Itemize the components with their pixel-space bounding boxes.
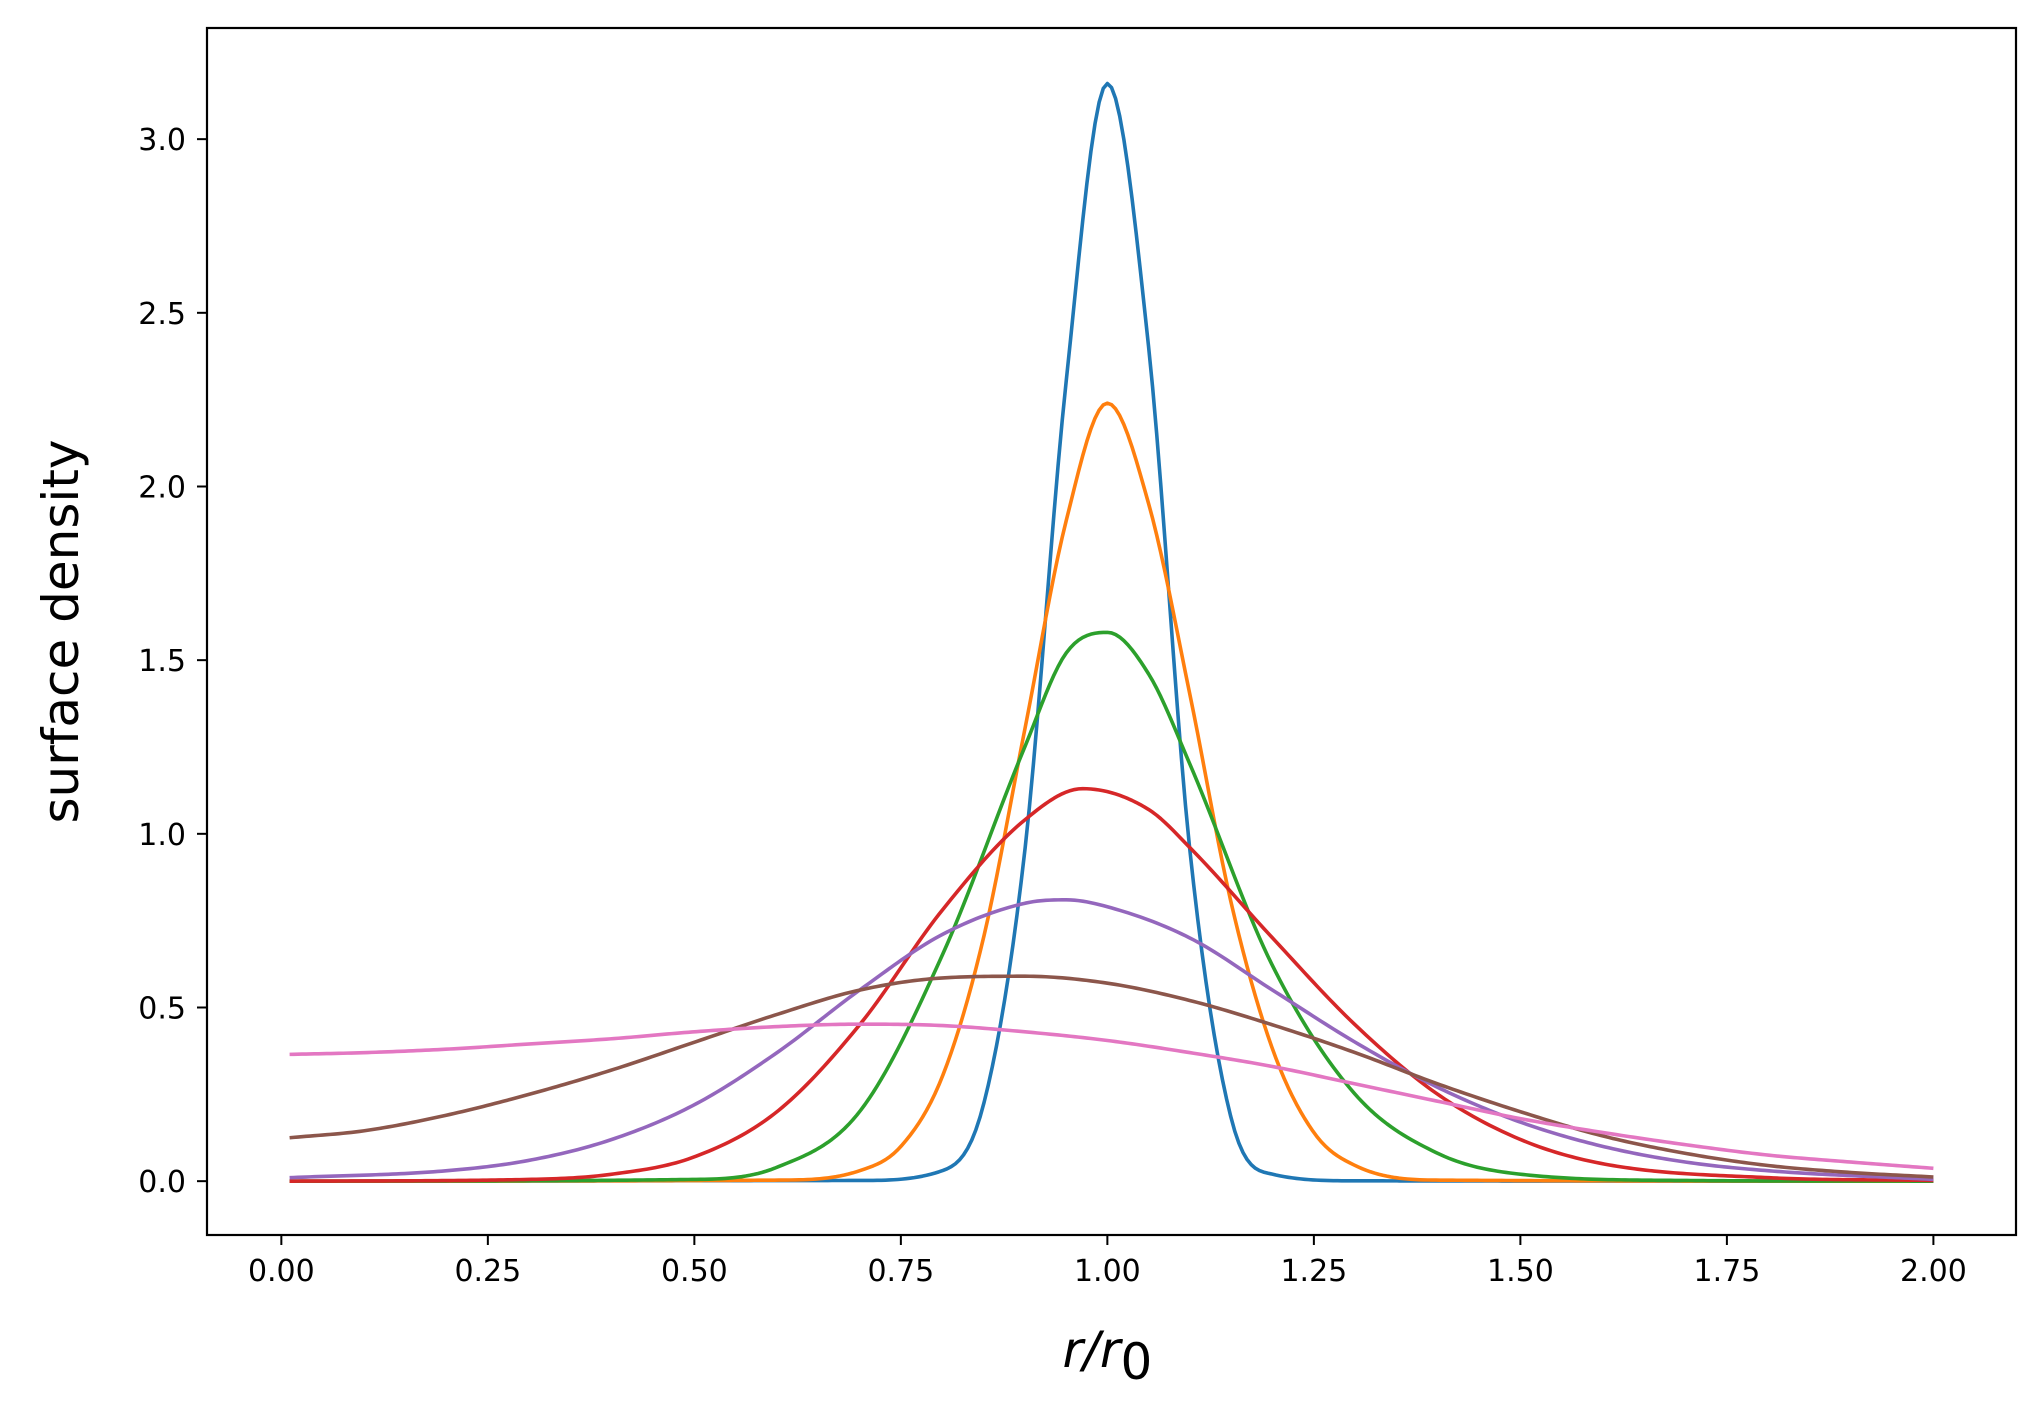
y-axis-title: surface density xyxy=(32,439,90,823)
x-axis-title-base: r/r xyxy=(1062,1321,1123,1379)
y-tick-label: 1.0 xyxy=(138,818,186,853)
x-tick-label: 0.50 xyxy=(661,1254,728,1289)
x-tick-label: 0.25 xyxy=(454,1254,521,1289)
y-axis-ticks: 0.0 0.5 1.0 1.5 2.0 2.5 3.0 xyxy=(138,123,207,1200)
series-line-6 xyxy=(289,974,1934,1179)
plot-frame xyxy=(205,26,2018,1237)
x-tick-label: 2.00 xyxy=(1900,1254,1967,1289)
x-tick-label: 0.00 xyxy=(248,1254,315,1289)
y-tick-label: 3.0 xyxy=(138,123,186,158)
y-tick-label: 0.0 xyxy=(138,1165,186,1200)
x-axis-title: r/r0 xyxy=(1062,1321,1152,1391)
y-tick-label: 2.5 xyxy=(138,297,186,332)
y-tick-label: 1.5 xyxy=(138,644,186,679)
x-tick-label: 1.25 xyxy=(1280,1254,1347,1289)
x-axis-title-subscript: 0 xyxy=(1120,1333,1152,1391)
y-tick-label: 0.5 xyxy=(138,991,186,1026)
x-axis-ticks: 0.00 0.25 0.50 0.75 1.00 1.25 1.50 1.75 2.00 xyxy=(248,1235,1967,1289)
x-tick-label: 0.75 xyxy=(867,1254,934,1289)
series-line-3 xyxy=(289,630,1934,1183)
x-tick-label: 1.75 xyxy=(1693,1254,1760,1289)
x-tick-label: 1.50 xyxy=(1487,1254,1554,1289)
series-line-4 xyxy=(289,786,1934,1183)
series-line-7 xyxy=(289,1022,1934,1171)
series-layer xyxy=(289,81,1934,1183)
y-tick-label: 2.0 xyxy=(138,470,186,505)
series-line-5 xyxy=(289,898,1934,1182)
x-tick-label: 1.00 xyxy=(1074,1254,1141,1289)
